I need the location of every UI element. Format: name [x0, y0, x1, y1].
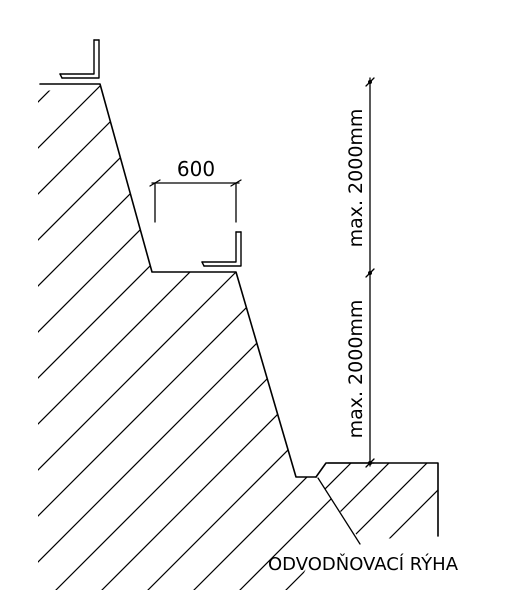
trench-bottom-profile: [315, 462, 439, 537]
bench-width-label: 600: [177, 157, 215, 181]
lower-height-label: max. 2000mm: [345, 300, 367, 439]
dimension-dot-top: [368, 80, 372, 84]
hatch-line: [38, 84, 233, 590]
drain-trench-leader: [317, 477, 361, 545]
hatch-line: [316, 463, 438, 540]
hatch-line: [129, 84, 336, 590]
dimension-dot-mid: [368, 271, 372, 275]
hatch-line: [316, 463, 438, 540]
hatch-line: [38, 84, 336, 590]
drain-trench-label: ODVODŇOVACÍ RÝHA: [268, 553, 459, 575]
hatch-line: [38, 84, 336, 590]
hatch-line: [316, 463, 438, 540]
angle-marker-top: [59, 39, 100, 79]
hatch-line: [316, 463, 438, 540]
excavation-profile: [39, 83, 317, 478]
hatch-line: [316, 463, 438, 540]
bench-width-dimension: [149, 179, 242, 223]
hatch-line: [38, 84, 325, 590]
hatch-line: [175, 84, 336, 590]
hatch-line: [38, 84, 141, 590]
dimension-dot-bottom: [368, 461, 372, 465]
hatch-line: [38, 84, 336, 590]
angle-marker-bench: [201, 231, 242, 267]
hatch-line: [83, 84, 336, 590]
upper-height-label: max. 2000mm: [345, 109, 367, 248]
hatch-line: [38, 84, 187, 590]
hatch-line: [38, 84, 336, 590]
